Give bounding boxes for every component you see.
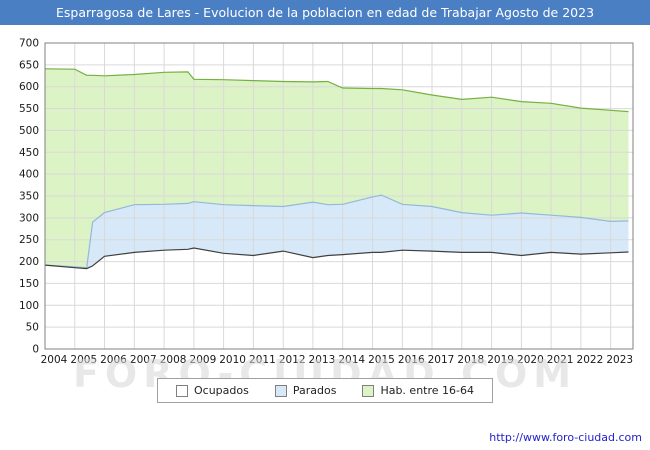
plot-border (44, 42, 634, 350)
y-tick-label: 300 (19, 212, 39, 224)
y-tick-label: 0 (32, 344, 39, 356)
title-bar: Esparragosa de Lares - Evolucion de la p… (0, 0, 650, 25)
y-tick-label: 550 (19, 103, 39, 115)
x-tick-label: 2020 (517, 354, 544, 366)
x-tick-label: 2007 (130, 354, 157, 366)
y-tick-label: 50 (26, 322, 39, 334)
y-tick-label: 200 (19, 256, 39, 268)
y-tick-label: 250 (19, 234, 39, 246)
x-tick-label: 2022 (577, 354, 604, 366)
y-tick-label: 350 (19, 191, 39, 203)
foro-ciudad-link[interactable]: http://www.foro-ciudad.com (489, 431, 642, 444)
x-tick-label: 2006 (100, 354, 127, 366)
legend-swatch-hab-16-64 (362, 384, 375, 397)
chart-area: 0 50 100 150 200 250 300 350 400 450 500 550 600 650 7… (0, 29, 650, 379)
legend-label-ocupados: Ocupados (193, 384, 249, 397)
x-tick-label: 2014 (338, 354, 365, 366)
legend-item-parados: Parados (274, 384, 337, 397)
x-tick-label: 2017 (428, 354, 455, 366)
legend-label-hab-16-64: Hab. entre 16-64 (380, 384, 474, 397)
x-tick-label: 2008 (160, 354, 187, 366)
line-hab-16-64 (44, 68, 629, 113)
x-tick-label: 2021 (547, 354, 574, 366)
line-parados (44, 194, 629, 269)
legend-item-hab-16-64: Hab. entre 16-64 (362, 384, 474, 397)
population-area-chart: 0 50 100 150 200 250 300 350 400 450 500 550 600 650 7… (19, 38, 634, 366)
area-ocupados (45, 248, 629, 349)
y-tick-label: 600 (19, 81, 39, 93)
x-tick-label: 2012 (279, 354, 306, 366)
line-ocupados (44, 247, 629, 270)
x-tick-label: 2010 (219, 354, 246, 366)
legend-swatch-parados (274, 384, 287, 397)
x-tick-label: 2015 (368, 354, 395, 366)
x-tick-label: 2019 (487, 354, 514, 366)
chart-title: Esparragosa de Lares - Evolucion de la p… (55, 5, 595, 20)
y-tick-label: 400 (19, 169, 39, 181)
y-tick-label: 700 (19, 38, 39, 50)
x-tick-label: 2009 (190, 354, 217, 366)
x-tick-label: 2005 (70, 354, 97, 366)
x-tick-label: 2004 (41, 354, 68, 366)
y-tick-label: 150 (19, 278, 39, 290)
x-tick-label: 2013 (309, 354, 336, 366)
x-tick-label: 2016 (398, 354, 425, 366)
chart-legend: Ocupados Parados Hab. entre 16-64 (156, 378, 493, 403)
legend-swatch-ocupados (175, 384, 188, 397)
x-tick-label: 2018 (457, 354, 484, 366)
y-tick-label: 450 (19, 147, 39, 159)
y-tick-label: 500 (19, 125, 39, 137)
y-tick-label: 650 (19, 59, 39, 71)
legend-row: Ocupados Parados Hab. entre 16-64 (0, 378, 650, 403)
x-tick-label: 2023 (606, 354, 633, 366)
x-tick-label: 2011 (249, 354, 276, 366)
legend-item-ocupados: Ocupados (175, 384, 249, 397)
legend-label-parados: Parados (292, 384, 337, 397)
footer: http://www.foro-ciudad.com (489, 431, 642, 444)
y-tick-label: 100 (19, 300, 39, 312)
